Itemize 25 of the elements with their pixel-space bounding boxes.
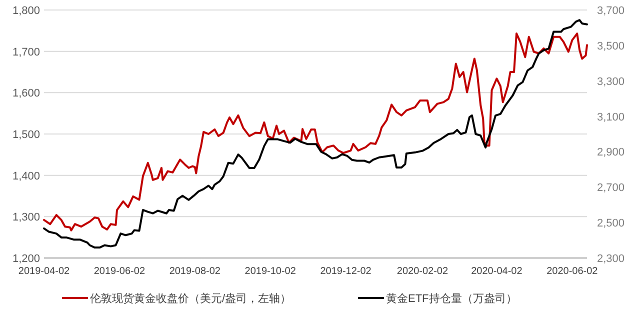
x-tick-label: 2020-04-02 (471, 266, 523, 277)
y2-tick-label: 3,100 (597, 111, 625, 124)
x-tick-label: 2019-12-02 (320, 266, 372, 277)
y-tick-label: 1,400 (12, 170, 40, 182)
y2-tick-label: 2,900 (597, 146, 625, 159)
y2-tick-label: 2,500 (597, 218, 625, 230)
x-tick-label: 2019-08-02 (169, 266, 221, 277)
y2-tick-label: 2,300 (597, 253, 625, 265)
y2-tick-label: 2,700 (597, 182, 625, 194)
y-tick-label: 1,500 (12, 129, 40, 141)
y2-tick-label: 3,700 (597, 5, 625, 17)
y2-tick-label: 3,300 (597, 76, 625, 88)
x-tick-label: 2019-10-02 (244, 266, 296, 277)
y-tick-label: 1,700 (12, 46, 40, 58)
x-tick-label: 2020-02-02 (396, 266, 449, 277)
x-tick-label: 2019-06-02 (94, 266, 146, 277)
y-tick-label: 1,600 (12, 88, 40, 100)
y-tick-label: 1,200 (12, 253, 40, 265)
legend-label: 伦敦现货黄金收盘价（美元/盎司，左轴） (90, 292, 292, 305)
y-tick-label: 1,300 (12, 212, 40, 224)
x-tick-label: 2019-04-02 (18, 266, 70, 277)
y2-tick-label: 3,500 (597, 40, 625, 52)
legend-label: 黄金ETF持仓量（万盎司） (386, 292, 517, 305)
y-tick-label: 1,800 (12, 5, 40, 17)
x-tick-label: 2020-06-02 (546, 266, 598, 277)
